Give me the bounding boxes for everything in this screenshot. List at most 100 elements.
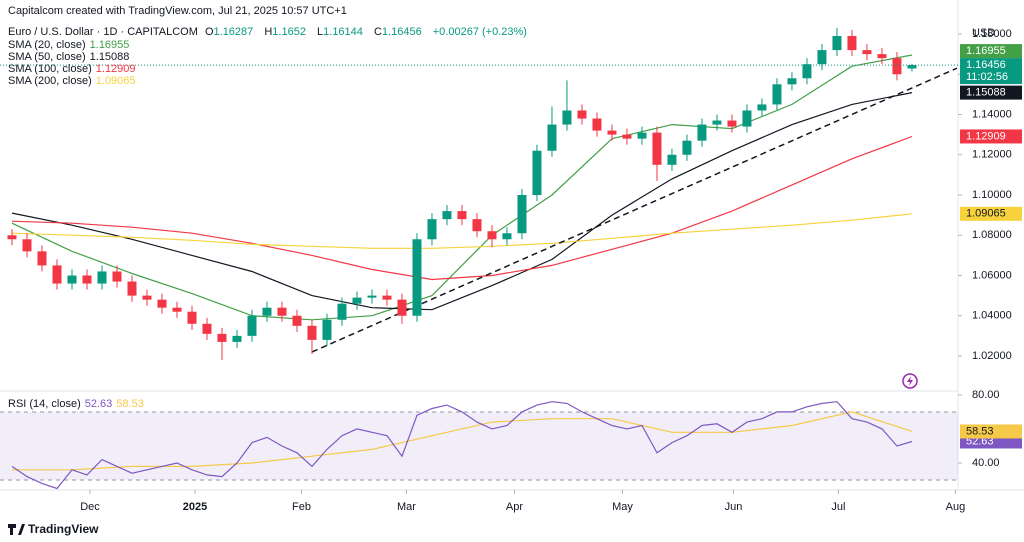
- sma-line: [11, 135, 913, 281]
- x-tick-label: Aug: [946, 501, 966, 513]
- rsi-name: RSI (14, close): [8, 398, 81, 410]
- alert-icon: [902, 373, 918, 389]
- rsi-tick-label: 40.00: [972, 457, 1000, 469]
- candle-body: [217, 333, 227, 342]
- legend-value: 1.09065: [95, 75, 136, 87]
- legend-entry: SMA (20, close) 1.16955: [8, 39, 133, 51]
- x-tick-label: Apr: [506, 501, 523, 513]
- ohlc: H1.1652: [264, 26, 310, 38]
- ohlc-value: 1.16456: [381, 26, 422, 38]
- rsi-band: [0, 411, 958, 480]
- candle-body: [457, 211, 467, 220]
- candle-body: [757, 104, 767, 111]
- candle-body: [577, 110, 587, 119]
- legend-entry: SMA (200, close) 1.09065: [8, 75, 140, 87]
- candle-body: [877, 54, 887, 59]
- legend-entry: SMA (50, close) 1.15088: [8, 51, 133, 63]
- candle-body: [487, 231, 497, 240]
- candle-body: [592, 118, 602, 131]
- y-tick-label: 1.14000: [972, 108, 1012, 120]
- ohlc-value: 1.16144: [323, 26, 363, 38]
- candle-body: [712, 120, 722, 125]
- y-tick-label: 1.02000: [972, 350, 1012, 362]
- candle-body: [202, 323, 212, 334]
- rsi-tag-bg: [960, 424, 1022, 439]
- rsi-line: [11, 401, 913, 490]
- ohlc-value: 1.1652: [272, 26, 306, 38]
- candle-body: [367, 295, 377, 298]
- countdown: 11:02:56: [966, 71, 1008, 83]
- candle-body: [322, 319, 332, 340]
- y-tick-label: 1.12000: [972, 149, 1012, 161]
- candle-body: [682, 140, 692, 155]
- sma-line: [11, 213, 913, 249]
- candle-body: [172, 307, 182, 312]
- change: +0.00267 (+0.23%): [432, 26, 527, 38]
- candle-body: [97, 271, 107, 284]
- y-tick-label: 1.06000: [972, 269, 1012, 281]
- x-tick-label: 2025: [183, 501, 207, 513]
- ohlc-label: C: [373, 26, 382, 38]
- candle-body: [652, 132, 662, 165]
- candle-body: [547, 124, 557, 151]
- candle-body: [337, 303, 347, 320]
- candle-body: [817, 50, 827, 65]
- candle-body: [307, 325, 317, 340]
- close-tag: 1.16456: [966, 59, 1006, 71]
- candle-body: [22, 239, 32, 252]
- brand-name: TradingView: [28, 522, 99, 536]
- y-tick-label: 1.04000: [972, 310, 1012, 322]
- candle-body: [742, 110, 752, 127]
- sma-price-tag-bg: [960, 129, 1022, 144]
- candle-body: [727, 120, 737, 127]
- candle-body: [112, 271, 122, 282]
- candle-body: [472, 219, 482, 232]
- close-tag-bg: [960, 58, 1022, 85]
- credit: Capitalcom created with TradingView.com,…: [8, 5, 347, 17]
- candle-body: [532, 150, 542, 195]
- candle-body: [667, 154, 677, 165]
- rsi-ma-value: 58.53: [116, 398, 144, 410]
- currency-label: USD: [972, 27, 995, 39]
- legend-value: 1.15088: [89, 51, 130, 63]
- rsi-tag: 58.53: [966, 425, 994, 437]
- x-tick-label: Jun: [725, 501, 743, 513]
- sma-price-tag-bg: [960, 206, 1022, 221]
- candle-body: [847, 36, 857, 51]
- candle-body: [352, 297, 362, 304]
- candle-body: [7, 235, 17, 240]
- rsi-legend: RSI (14, close) 52.63 58.53: [8, 398, 148, 410]
- candle-body: [637, 132, 647, 139]
- candle-body: [397, 299, 407, 316]
- legend-entry: SMA (100, close) 1.12909: [8, 63, 140, 75]
- sma-price-tag: 1.09065: [966, 208, 1006, 220]
- candle-body: [442, 211, 452, 220]
- ohlc: C1.16456: [374, 26, 426, 38]
- ohlc-label: H: [264, 26, 273, 38]
- candle-body: [382, 295, 392, 300]
- ohlc-label: L: [317, 26, 324, 38]
- ohlc-value: 1.16287: [213, 26, 254, 38]
- sma-price-tag: 1.16955: [966, 45, 1006, 57]
- candle-body: [832, 36, 842, 51]
- rsi-value: 52.63: [84, 398, 113, 410]
- candle-body: [517, 195, 527, 234]
- candle-body: [67, 275, 77, 284]
- candle-body: [142, 295, 152, 300]
- header: Euro / U.S. Dollar · 1D · CAPITALCOM O1.…: [8, 26, 531, 38]
- candle-body: [562, 110, 572, 125]
- candle-body: [277, 307, 287, 316]
- candle-body: [262, 307, 272, 316]
- brand-logo: [8, 524, 25, 535]
- x-tick-label: Jul: [831, 501, 845, 513]
- legend-value: 1.16955: [89, 39, 130, 51]
- sma-price-tag-bg: [960, 85, 1022, 100]
- candle-body: [187, 311, 197, 324]
- candle-body: [787, 78, 797, 85]
- legend-value: 1.12909: [95, 63, 136, 75]
- ohlc: L1.16144: [317, 26, 367, 38]
- y-tick-label: 1.08000: [972, 229, 1012, 241]
